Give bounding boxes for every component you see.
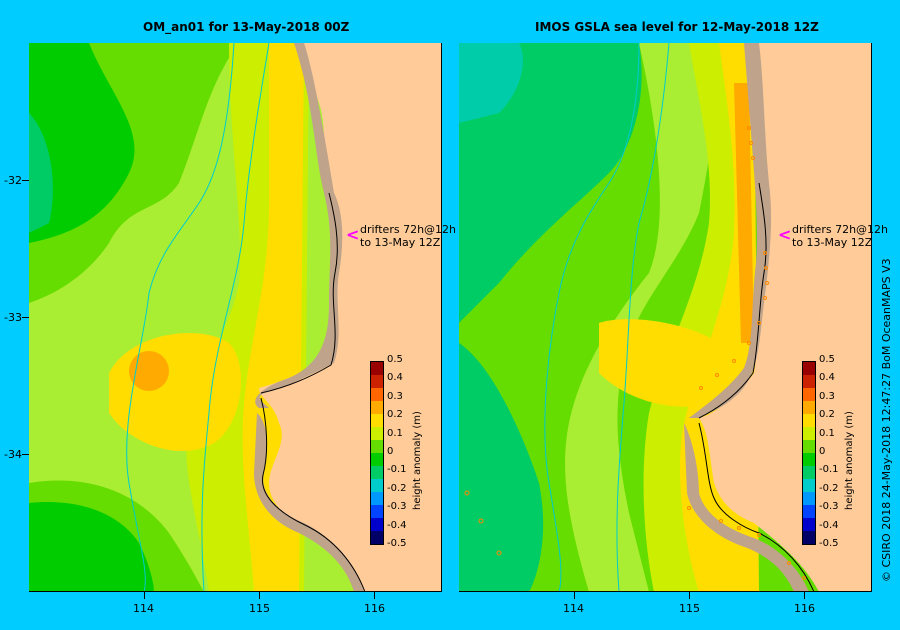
x-tick: [259, 592, 260, 599]
colorbar-segment: [371, 518, 383, 531]
y-tick-label: -34: [4, 448, 22, 461]
colorbar-segment: [371, 505, 383, 518]
colorbar-tick-label: -0.3: [819, 501, 839, 513]
x-tick: [374, 592, 375, 599]
drifter-arrow-icon: <: [778, 225, 792, 244]
x-tick-label: 115: [679, 602, 700, 615]
y-tick: [22, 180, 29, 181]
colorbar-segment: [803, 362, 815, 375]
colorbar-label: height anomaly (m): [844, 411, 855, 510]
x-tick: [574, 592, 575, 599]
drifter-annotation-line: drifters 72h@12h: [792, 223, 889, 236]
right-panel-title: IMOS GSLA sea level for 12-May-2018 12Z: [535, 20, 819, 34]
colorbar-segment: [371, 440, 383, 453]
colorbar-segment: [803, 531, 815, 544]
colorbar-segment: [803, 414, 815, 427]
colorbar-segment: [371, 427, 383, 440]
colorbar-tick-label: 0.3: [387, 390, 403, 402]
left-colorbar: [370, 361, 384, 545]
drifter-arrow-icon: <: [346, 225, 360, 244]
y-tick: [22, 317, 29, 318]
colorbar-tick-label: 0.4: [819, 372, 835, 384]
colorbar-tick-label: -0.1: [387, 464, 407, 476]
drifter-annotation-line: drifters 72h@12h: [360, 223, 457, 236]
colorbar-segment: [803, 375, 815, 388]
colorbar-tick-label: 0.1: [819, 427, 835, 439]
colorbar-segment: [803, 479, 815, 492]
colorbar-tick-label: -0.4: [819, 519, 839, 531]
x-tick-label: 114: [133, 602, 154, 615]
x-tick: [144, 592, 145, 599]
drifter-annotation-line: to 13-May 12Z: [360, 236, 441, 249]
colorbar-segment: [371, 362, 383, 375]
colorbar-tick-label: 0.2: [819, 409, 835, 421]
colorbar-segment: [803, 505, 815, 518]
colorbar-segment: [803, 453, 815, 466]
colorbar-tick-label: -0.5: [819, 538, 839, 549]
colorbar-tick-label: -0.3: [387, 501, 407, 513]
x-tick-label: 115: [249, 602, 270, 615]
drifter-annotation: drifters 72h@12h to 13-May 12Z: [792, 223, 888, 249]
colorbar-segment: [371, 466, 383, 479]
colorbar-segment: [803, 466, 815, 479]
colorbar-tick-label: -0.4: [387, 519, 407, 531]
colorbar-tick-label: 0: [387, 446, 394, 457]
colorbar-segment: [803, 518, 815, 531]
y-tick-label: -32: [4, 174, 22, 187]
colorbar-tick-label: 0.1: [387, 427, 403, 439]
colorbar-tick-label: 0.5: [819, 354, 835, 365]
colorbar-segment: [371, 531, 383, 544]
x-tick-label: 116: [794, 602, 815, 615]
left-map-field: [29, 43, 441, 591]
colorbar-tick-label: 0.4: [387, 372, 403, 384]
colorbar-segment: [803, 427, 815, 440]
colorbar-segment: [371, 453, 383, 466]
left-panel-title: OM_an01 for 13-May-2018 00Z: [143, 20, 350, 34]
colorbar-tick-label: -0.5: [387, 538, 407, 549]
colorbar-segment: [371, 479, 383, 492]
right-colorbar: [802, 361, 816, 545]
colorbar-segment: [371, 388, 383, 401]
colorbar-segment: [371, 401, 383, 414]
drifter-annotation-line: to 13-May 12Z: [792, 236, 873, 249]
colorbar-segment: [803, 401, 815, 414]
left-map: [29, 43, 442, 592]
x-tick: [689, 592, 690, 599]
x-tick-label: 114: [563, 602, 584, 615]
colorbar-tick-label: -0.2: [387, 482, 407, 494]
colorbar-tick-label: 0.2: [387, 409, 403, 421]
colorbar-tick-label: 0.3: [819, 390, 835, 402]
colorbar-segment: [803, 388, 815, 401]
y-tick-label: -33: [4, 311, 22, 324]
x-tick-label: 116: [364, 602, 385, 615]
credit-text: © CSIRO 2018 24-May-2018 12:47:27 BoM Oc…: [880, 258, 893, 582]
drifter-annotation: drifters 72h@12h to 13-May 12Z: [360, 223, 456, 249]
colorbar-segment: [803, 492, 815, 505]
colorbar-segment: [371, 375, 383, 388]
colorbar-segment: [371, 492, 383, 505]
colorbar-tick-label: -0.1: [819, 464, 839, 476]
colorbar-segment: [371, 414, 383, 427]
colorbar-label: height anomaly (m): [412, 411, 423, 510]
colorbar-tick-label: 0: [819, 446, 826, 457]
colorbar-segment: [803, 440, 815, 453]
y-tick: [22, 454, 29, 455]
colorbar-tick-label: 0.5: [387, 354, 403, 365]
colorbar-tick-label: -0.2: [819, 482, 839, 494]
x-tick: [804, 592, 805, 599]
